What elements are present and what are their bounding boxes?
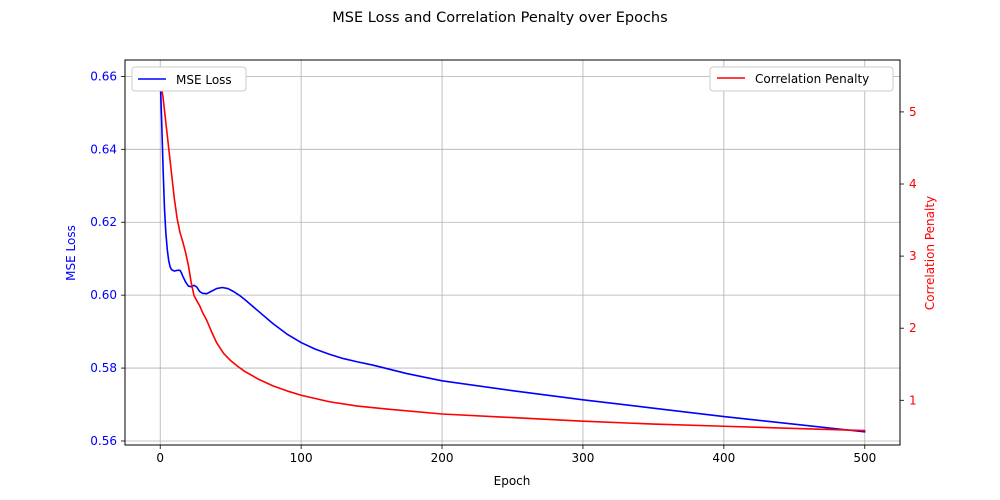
x-tick-label: 500 [853, 451, 876, 465]
y-axis-left: 0.56 0.58 0.60 0.62 0.64 0.66 [90, 69, 125, 448]
y-left-tick-label: 0.58 [90, 361, 117, 375]
y-axis-right-label: Correlation Penalty [923, 196, 937, 310]
y-right-tick-label: 5 [909, 105, 917, 119]
x-tick-label: 300 [572, 451, 595, 465]
plot-frame [124, 59, 901, 446]
y-left-tick-label: 0.66 [90, 69, 117, 83]
series-line-correlation-penalty [159, 78, 866, 432]
y-axis-right: 1 2 3 4 5 [900, 105, 917, 407]
y-right-tick-label: 2 [909, 321, 917, 335]
legend-correlation-penalty: Correlation Penalty [709, 66, 894, 92]
y-right-tick-label: 4 [909, 177, 917, 191]
legend-label: Correlation Penalty [755, 72, 869, 86]
y-axis-left-label: MSE Loss [64, 225, 78, 281]
series-line-mse-loss [159, 77, 866, 433]
grid [125, 60, 900, 445]
x-axis: 0 100 200 300 400 500 [156, 445, 876, 465]
x-tick-label: 0 [156, 451, 164, 465]
y-left-tick-label: 0.60 [90, 288, 117, 302]
x-axis-label: Epoch [494, 474, 531, 488]
chart-title: MSE Loss and Correlation Penalty over Ep… [332, 10, 667, 26]
x-tick-label: 100 [290, 451, 313, 465]
legend-box [131, 66, 247, 92]
x-tick-label: 200 [431, 451, 454, 465]
x-tick-label: 400 [712, 451, 735, 465]
y-left-tick-label: 0.64 [90, 142, 117, 156]
y-left-tick-label: 0.62 [90, 215, 117, 229]
y-right-tick-label: 3 [909, 249, 917, 263]
legend-mse-loss: MSE Loss [131, 66, 247, 92]
y-right-tick-label: 1 [909, 393, 917, 407]
series-layer [159, 77, 866, 433]
legend-box [709, 66, 894, 92]
legend-label: MSE Loss [176, 73, 232, 87]
y-left-tick-label: 0.56 [90, 434, 117, 448]
